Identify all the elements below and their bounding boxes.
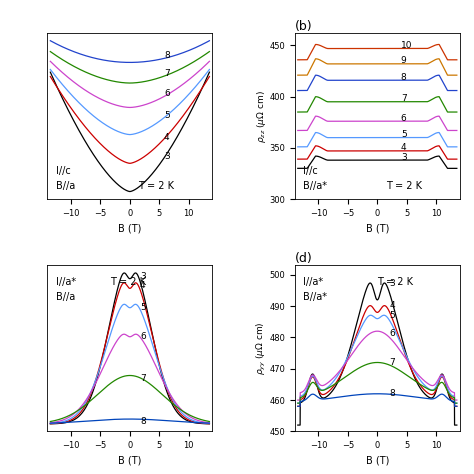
Text: 3: 3 bbox=[401, 153, 407, 162]
Text: 6: 6 bbox=[401, 114, 407, 123]
X-axis label: B (T): B (T) bbox=[118, 456, 142, 465]
Text: 6: 6 bbox=[140, 332, 146, 341]
Text: 8: 8 bbox=[140, 417, 146, 426]
Text: (b): (b) bbox=[295, 20, 312, 33]
Text: T = 2 K: T = 2 K bbox=[385, 181, 421, 191]
Text: 5: 5 bbox=[389, 311, 395, 320]
Text: 3: 3 bbox=[164, 153, 170, 162]
X-axis label: B (T): B (T) bbox=[118, 223, 142, 233]
Text: 7: 7 bbox=[401, 94, 407, 103]
Text: 4: 4 bbox=[164, 133, 170, 142]
Text: I//a*: I//a* bbox=[55, 277, 76, 287]
Text: 4: 4 bbox=[140, 282, 146, 291]
Text: B//a: B//a bbox=[55, 181, 75, 191]
Text: 5: 5 bbox=[164, 111, 170, 120]
Text: (d): (d) bbox=[295, 253, 312, 265]
Text: 8: 8 bbox=[389, 389, 395, 398]
Text: T = 2 K: T = 2 K bbox=[138, 181, 174, 191]
Text: 5: 5 bbox=[401, 130, 407, 139]
Text: I//a*: I//a* bbox=[303, 277, 323, 287]
Y-axis label: $\rho_{yy}$ ($\mu\Omega$ cm): $\rho_{yy}$ ($\mu\Omega$ cm) bbox=[255, 321, 268, 375]
Text: 10: 10 bbox=[401, 41, 412, 50]
Text: 6: 6 bbox=[164, 89, 170, 98]
Text: T = 2 K: T = 2 K bbox=[377, 277, 413, 287]
Text: B//a: B//a bbox=[55, 292, 75, 302]
Y-axis label: $\rho_{zz}$ ($\mu\Omega$ cm): $\rho_{zz}$ ($\mu\Omega$ cm) bbox=[255, 90, 268, 143]
Text: 6: 6 bbox=[389, 329, 395, 338]
Text: I//c: I//c bbox=[303, 166, 318, 176]
Text: 9: 9 bbox=[401, 56, 407, 65]
Text: 4: 4 bbox=[401, 144, 407, 153]
X-axis label: B (T): B (T) bbox=[365, 223, 389, 233]
Text: T = 2 K: T = 2 K bbox=[110, 277, 146, 287]
Text: 3: 3 bbox=[140, 272, 146, 281]
Text: 7: 7 bbox=[164, 69, 170, 78]
Text: B//a*: B//a* bbox=[303, 292, 327, 302]
Text: B//a*: B//a* bbox=[303, 181, 327, 191]
X-axis label: B (T): B (T) bbox=[365, 456, 389, 465]
Text: 8: 8 bbox=[164, 51, 170, 60]
Text: 3: 3 bbox=[389, 279, 395, 288]
Text: 7: 7 bbox=[140, 374, 146, 383]
Text: 7: 7 bbox=[389, 358, 395, 367]
Text: 5: 5 bbox=[140, 303, 146, 312]
Text: 4: 4 bbox=[389, 301, 395, 310]
Text: I//c: I//c bbox=[55, 166, 71, 176]
Text: 8: 8 bbox=[401, 73, 407, 82]
